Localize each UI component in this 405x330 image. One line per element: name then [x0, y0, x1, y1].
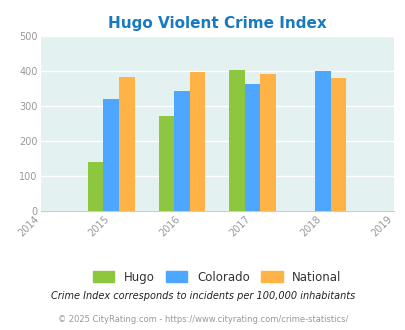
Bar [189, 72, 205, 211]
Bar [330, 78, 345, 211]
Text: Crime Index corresponds to incidents per 100,000 inhabitants: Crime Index corresponds to incidents per… [51, 291, 354, 301]
Title: Hugo Violent Crime Index: Hugo Violent Crime Index [108, 16, 326, 31]
Bar [260, 74, 275, 211]
Bar [174, 90, 189, 211]
Bar [315, 71, 330, 211]
Bar [244, 83, 260, 211]
Bar [103, 99, 119, 211]
Text: © 2025 CityRating.com - https://www.cityrating.com/crime-statistics/: © 2025 CityRating.com - https://www.city… [58, 315, 347, 324]
Bar [229, 70, 244, 211]
Bar [119, 77, 134, 211]
Bar [158, 116, 174, 211]
Bar [88, 162, 103, 211]
Legend: Hugo, Colorado, National: Hugo, Colorado, National [88, 266, 345, 288]
